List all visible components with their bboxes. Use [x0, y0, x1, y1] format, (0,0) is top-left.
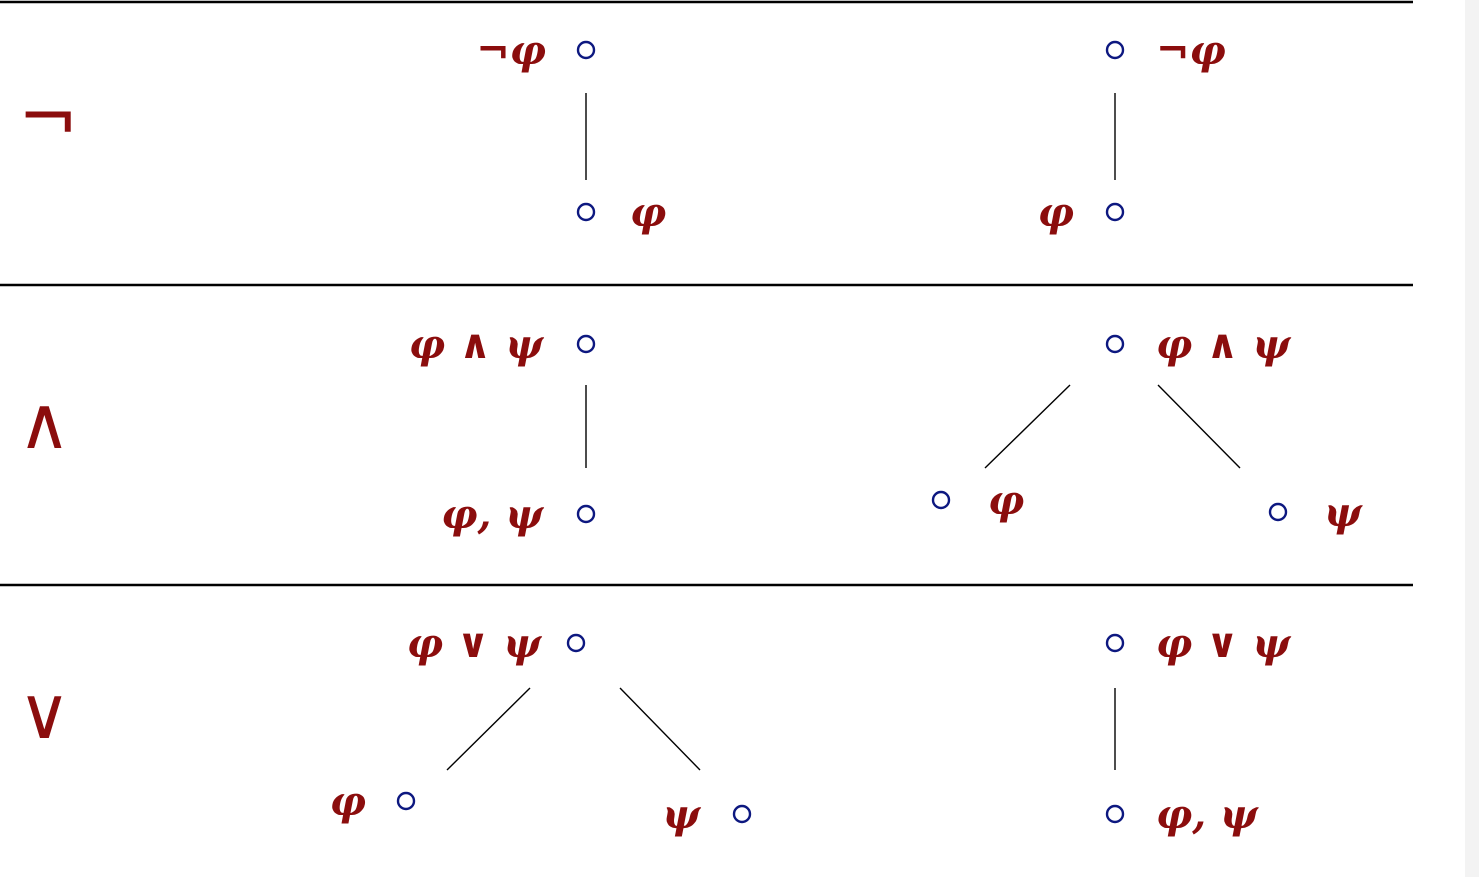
right-child-node [732, 804, 752, 824]
scrollbar-gutter [1465, 0, 1479, 877]
right-child-label: ψ [662, 791, 701, 838]
left-tree: φ ∧ ψ φ, ψ [409, 321, 596, 538]
child-node [576, 504, 596, 524]
child-label: φ [630, 189, 666, 236]
child-label: φ, ψ [441, 491, 544, 538]
right-edge [619, 687, 701, 771]
connective-symbol: ∧ [18, 381, 71, 465]
left-tree: φ ∨ ψ φ ψ [330, 620, 752, 838]
child-node [1105, 202, 1125, 222]
right-child-label: ψ [1324, 489, 1363, 536]
left-tree: ¬φ φ [476, 27, 666, 236]
right-tree: φ ∧ ψ φ ψ [931, 321, 1363, 536]
root-node [566, 633, 586, 653]
left-edge [984, 384, 1071, 469]
left-child-label: φ [988, 477, 1024, 524]
root-label: ¬φ [476, 27, 546, 74]
root-node [1105, 334, 1125, 354]
left-edge [446, 687, 531, 771]
root-node [1105, 40, 1125, 60]
root-node [576, 334, 596, 354]
connective-symbol: ∨ [18, 671, 71, 755]
left-child-node [396, 791, 416, 811]
right-tree: ¬φ φ [1038, 27, 1226, 236]
child-label: φ, ψ [1156, 791, 1259, 838]
child-node [576, 202, 596, 222]
rule-negation: ¬ ¬φ φ ¬φ φ [18, 27, 1226, 236]
root-label: φ ∨ ψ [1156, 620, 1292, 667]
child-label: φ [1038, 189, 1074, 236]
left-child-node [931, 490, 951, 510]
child-node [1105, 804, 1125, 824]
right-edge [1157, 384, 1241, 469]
rule-conjunction: ∧ φ ∧ ψ φ, ψ φ ∧ ψ φ ψ [18, 321, 1363, 538]
root-node [1105, 633, 1125, 653]
root-label: ¬φ [1156, 27, 1226, 74]
connective-symbol: ¬ [18, 75, 78, 159]
rule-disjunction: ∨ φ ∨ ψ φ ψ φ ∨ ψ φ, ψ [18, 620, 1292, 838]
root-label: φ ∧ ψ [1156, 321, 1292, 368]
root-node [576, 40, 596, 60]
root-label: φ ∨ ψ [407, 620, 543, 667]
root-label: φ ∧ ψ [409, 321, 545, 368]
right-tree: φ ∨ ψ φ, ψ [1105, 620, 1292, 838]
right-child-node [1268, 502, 1288, 522]
left-child-label: φ [330, 778, 366, 825]
